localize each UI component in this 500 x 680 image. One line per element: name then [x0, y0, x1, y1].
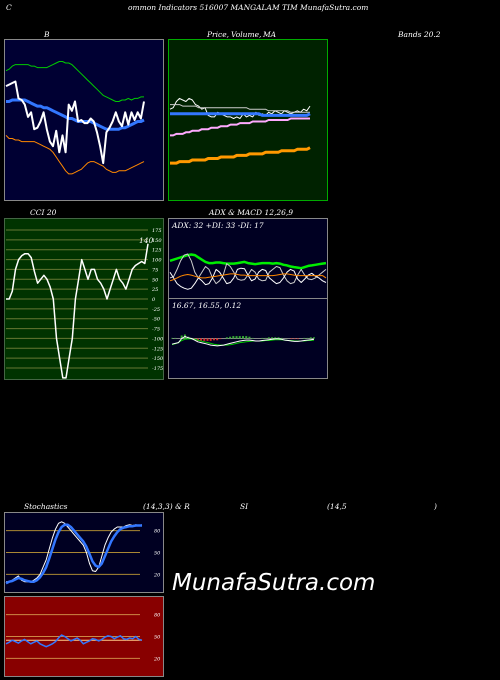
series-middle	[6, 98, 145, 131]
price-volume-panel	[168, 39, 328, 201]
rsi-panel: 80 50 20	[4, 596, 164, 677]
header-c: C	[6, 3, 12, 12]
series-upper	[5, 61, 144, 102]
series-price	[5, 80, 145, 165]
bollinger-label: B	[44, 30, 50, 39]
series-rsi	[5, 634, 143, 648]
y-tick-label: 75	[152, 267, 158, 273]
y-tick-label: -100	[152, 336, 164, 342]
y-tick-label: -125	[152, 346, 163, 352]
page-title: ommon Indicators 516007 MANGALAM TIM Mun…	[128, 3, 369, 12]
series-price	[169, 97, 311, 119]
y-tick-label: 100	[152, 258, 162, 264]
y-tick-label: 0	[152, 297, 156, 303]
adx-macd-label: ADX & MACD 12,26,9	[209, 208, 294, 217]
rsi-label: SI	[240, 502, 249, 511]
series-adx	[169, 253, 327, 270]
panel-background	[168, 39, 328, 201]
y-tick-label: 80	[154, 529, 161, 535]
y-tick-label: -25	[152, 307, 160, 313]
bands-label: Bands 20.2	[398, 30, 441, 39]
y-tick-label: 80	[154, 613, 161, 619]
volume-label: Volume,	[231, 30, 262, 39]
stochastics-label: Stochastics	[24, 502, 68, 511]
y-tick-label: 150	[152, 238, 162, 244]
series-macd	[171, 336, 315, 347]
rsi-close-paren: )	[434, 502, 437, 511]
y-tick-label: 20	[153, 656, 161, 662]
y-tick-label: -150	[152, 356, 164, 362]
y-tick-label: 50	[154, 551, 161, 557]
series-lower	[5, 135, 145, 175]
adx-values: ADX: 32 +DI: 33 -DI: 17	[171, 221, 264, 230]
macd-panel: 16.67, 16.55, 0.12	[168, 298, 328, 379]
y-tick-label: 50	[154, 635, 161, 641]
adx-panel: ADX: 32 +DI: 33 -DI: 17	[168, 218, 328, 299]
y-tick-label: 125	[152, 248, 162, 254]
y-tick-label: 50	[152, 277, 159, 283]
y-tick-label: -75	[152, 327, 160, 333]
watermark: MunafaSutra.com	[172, 570, 376, 596]
cci-label: CCI 20	[30, 208, 57, 217]
series-orange	[169, 273, 327, 282]
ma-label: MA	[263, 30, 277, 39]
macd-values: 16.67, 16.55, 0.12	[172, 301, 241, 310]
stochastics-panel: 80 50 20	[4, 512, 164, 593]
rsi-params-label: (14,5	[327, 502, 347, 511]
cci-value-label: 140	[139, 236, 154, 245]
y-tick-label: 25	[151, 287, 158, 293]
panel-background	[168, 218, 328, 299]
y-tick-label: 175	[152, 228, 162, 234]
series-ma-b	[170, 112, 311, 117]
series-ma-d	[170, 146, 311, 165]
price-label: Price,	[207, 30, 230, 39]
bollinger-panel	[4, 39, 164, 201]
series-ma-c	[170, 117, 310, 137]
series-cci	[6, 243, 149, 379]
stochastics-params-label: (14,3,3) & R	[143, 502, 190, 511]
y-tick-label: 20	[153, 572, 161, 578]
y-tick-label: -50	[152, 317, 161, 323]
y-tick-label: -175	[152, 366, 163, 372]
series-d	[5, 523, 142, 585]
cci-panel: 175 150 125 100 75 50 25 0 -25 -50 -75 -100 -125 -150…	[4, 218, 164, 380]
series-ma-a	[170, 104, 310, 113]
